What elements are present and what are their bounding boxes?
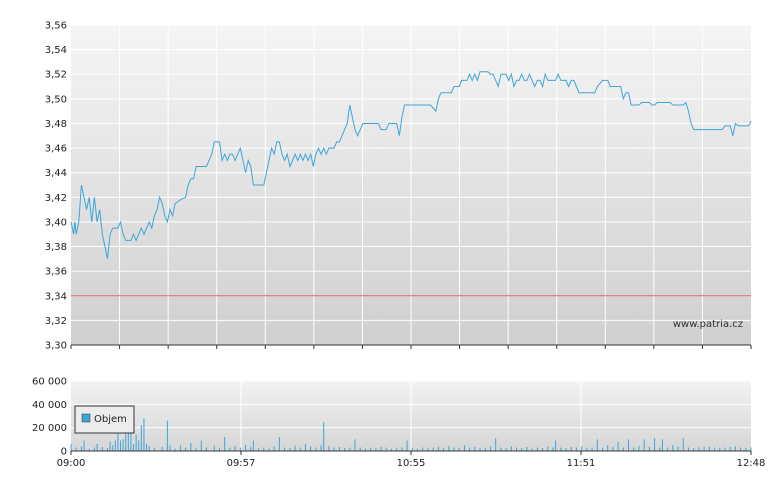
price-y-tick-label: 3,54 (45, 45, 67, 56)
volume-y-tick-label: 0 (61, 447, 67, 458)
watermark: www.patria.cz (673, 319, 743, 330)
x-tick-label: 11:51 (567, 458, 596, 469)
volume-bars (70, 410, 752, 451)
price-y-tick-label: 3,52 (45, 70, 67, 81)
volume-y-tick-label: 60 000 (32, 377, 67, 388)
price-y-tick-label: 3,56 (45, 21, 67, 32)
legend-label: Objem (94, 414, 127, 425)
volume-y-axis: 0 20 000 40 000 60 000 (32, 377, 67, 458)
price-y-tick-label: 3,36 (45, 267, 67, 278)
price-y-tick-label: 3,48 (45, 119, 67, 130)
x-tick-label: 12:48 (737, 458, 766, 469)
price-y-tick-label: 3,30 (45, 341, 67, 352)
price-y-tick-label: 3,46 (45, 144, 67, 155)
price-y-tick-label: 3,50 (45, 94, 67, 105)
price-y-axis: 3,30 3,32 3,34 3,36 3,38 3,40 3,42 3,44 3,46 3,48… (45, 21, 67, 352)
price-y-tick-label: 3,34 (45, 291, 67, 302)
volume-x-axis: 09:00 09:57 10:55 11:51 12:48 (57, 451, 766, 469)
price-y-tick-label: 3,32 (45, 316, 67, 327)
price-x-ticks (70, 345, 752, 349)
x-tick-label: 09:00 (57, 458, 86, 469)
legend-swatch (81, 413, 91, 423)
volume-y-tick-label: 20 000 (32, 423, 67, 434)
price-y-tick-label: 3,42 (45, 193, 67, 204)
x-tick-label: 09:57 (227, 458, 256, 469)
x-tick-label: 10:55 (397, 458, 426, 469)
price-y-tick-label: 3,38 (45, 242, 67, 253)
volume-y-tick-label: 40 000 (32, 400, 67, 411)
price-y-tick-label: 3,44 (45, 168, 67, 179)
legend: Objem (74, 405, 135, 434)
price-line (70, 71, 752, 259)
price-y-tick-label: 3,40 (45, 217, 67, 228)
